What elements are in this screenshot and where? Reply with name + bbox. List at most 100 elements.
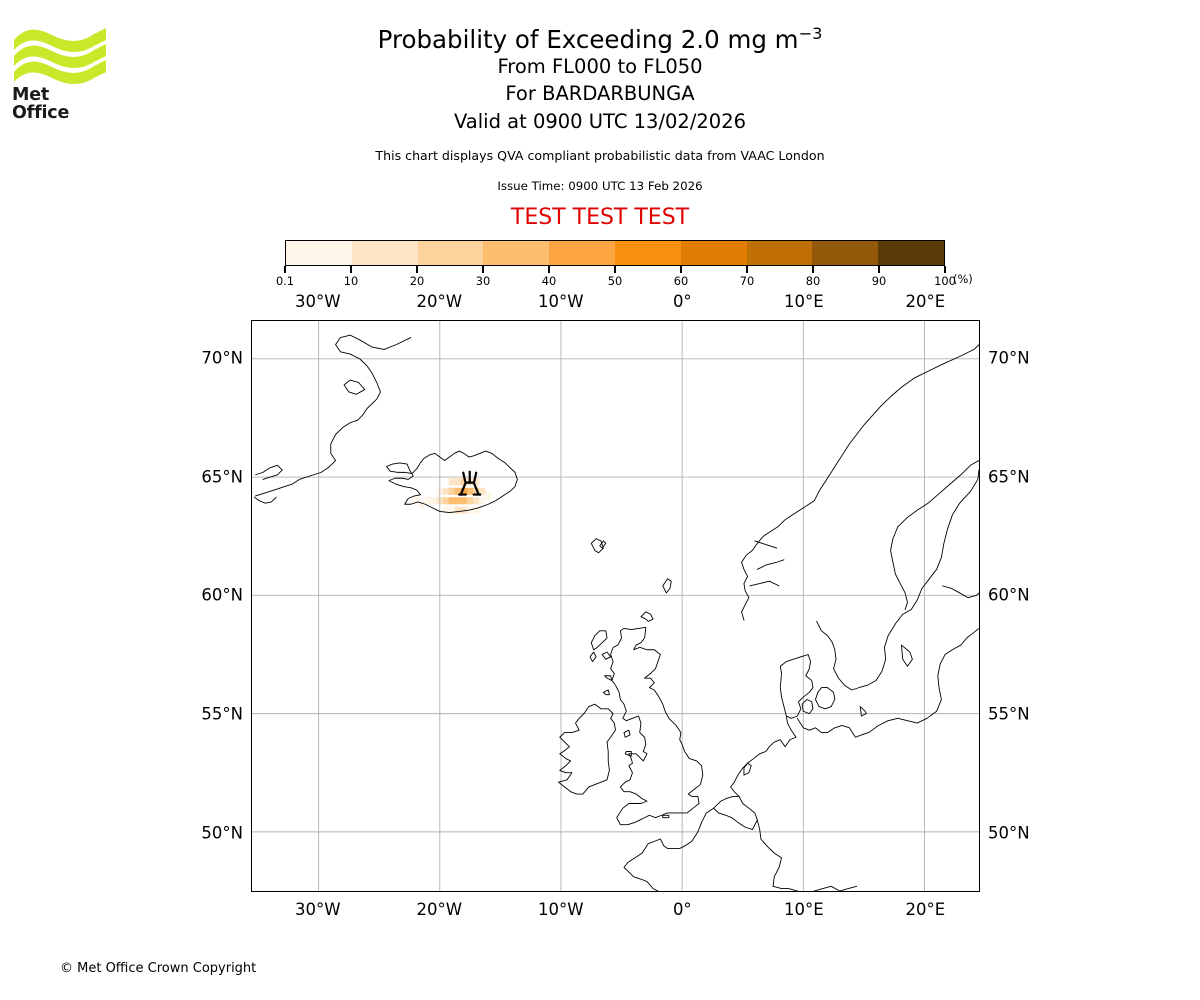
subtitle-flight-levels: From FL000 to FL050 (497, 54, 703, 78)
coastline-hebrides-2 (589, 651, 597, 663)
title-block: Probability of Exceeding 2.0 mg m−3 From… (0, 0, 1200, 229)
ash-cell-6 (460, 497, 468, 505)
colorbar-ticks (284, 266, 946, 274)
volcano-marker-icon (458, 470, 482, 496)
coastline-netherlands-in (730, 715, 797, 797)
ash-cell-14 (460, 487, 468, 495)
map-panel (251, 320, 980, 892)
coastline-ireland (558, 703, 616, 795)
colorbar-tick-7 (746, 266, 748, 273)
colorbar-tick-3 (482, 266, 484, 273)
coastline-greenland-east (255, 334, 412, 497)
colorbar-tick-1 (350, 266, 352, 273)
ash-cell-8 (473, 497, 480, 505)
coastlines (253, 334, 979, 891)
coastline-funen (801, 699, 814, 715)
lon-label-bot-4: 10°E (783, 900, 824, 919)
colorbar: 0.1 10 20 30 40 50 60 70 80 90 100 (%) (276, 240, 973, 290)
coastline-shetland (662, 578, 672, 594)
colorbar-tick-label-3: 30 (475, 274, 491, 288)
ash-probability-cells (412, 478, 492, 514)
subtitle-volcano: For BARDARBUNGA (505, 82, 695, 106)
lon-label-top-1: 20°W (416, 292, 463, 311)
coastline-greenland-notch (343, 379, 366, 395)
ash-cell-5 (454, 497, 462, 505)
ash-cell-22 (473, 478, 480, 486)
ash-cell-25 (454, 506, 462, 514)
coastline-norway-w (741, 344, 979, 621)
colorbar-segment-8 (812, 241, 879, 265)
page-title: Probability of Exceeding 2.0 mg m−3 (0, 0, 1200, 53)
colorbar-tick-label-5: 50 (607, 274, 623, 288)
coastline-mull (604, 675, 613, 681)
ash-cell-11 (442, 487, 450, 495)
coastline-zealand (815, 687, 836, 710)
ash-cell-23 (442, 506, 450, 514)
coastline-sweden-n (936, 469, 979, 570)
colorbar-tick-label-8: 80 (805, 274, 821, 288)
colorbar-segment-6 (680, 241, 747, 265)
ash-cell-4 (448, 497, 456, 505)
colorbar-segment-1 (351, 241, 418, 265)
colorbar-tick-9 (878, 266, 880, 273)
lon-label-top-2: 10°W (538, 292, 584, 311)
coastline-belgium-border (713, 807, 758, 830)
coastline-czech-alps (772, 885, 858, 891)
coastline-bornholm (859, 706, 867, 717)
colorbar-tick-2 (416, 266, 418, 273)
coastline-germany-baltic (796, 627, 979, 738)
lon-label-bot-0: 30°W (295, 900, 341, 919)
ash-cell-17 (479, 487, 486, 495)
test-banner: TEST TEST TEST (510, 205, 690, 231)
coastline-britain (610, 626, 704, 826)
colorbar-segment-9 (878, 241, 944, 265)
ash-cell-3 (442, 497, 450, 505)
ash-cell-9 (479, 497, 486, 505)
lat-label-left-4: 70°N (201, 348, 243, 368)
issue-time: Issue Time: 0900 UTC 13 Feb 2026 (497, 179, 703, 194)
met-office-wave-icon (14, 28, 106, 85)
graticule (252, 321, 979, 891)
lon-label-top-0: 30°W (295, 292, 341, 311)
lat-label-left-2: 60°N (201, 585, 243, 605)
ash-cell-1 (430, 497, 437, 505)
ash-cell-0 (424, 497, 431, 505)
coastline-islay (602, 689, 610, 696)
ash-cell-19 (454, 478, 462, 486)
qva-note: This chart displays QVA compliant probab… (375, 147, 825, 163)
coastline-skye (601, 651, 612, 660)
lat-label-left-1: 55°N (201, 704, 243, 724)
colorbar-tick-label-10: 100 (934, 274, 956, 288)
lat-label-right-3: 65°N (988, 467, 1030, 487)
coastline-france-w (623, 838, 661, 891)
lon-label-bot-1: 20°W (416, 900, 463, 919)
colorbar-tick-label-2: 20 (409, 274, 425, 288)
coastline-wight (662, 814, 670, 819)
met-office-logo-text: Met Office (12, 85, 70, 123)
lat-label-right-0: 50°N (988, 823, 1030, 843)
coastline-man (623, 729, 631, 738)
coastline-outer-hebrides (590, 630, 608, 651)
subtitle-valid-time: Valid at 0900 UTC 13/02/2026 (453, 110, 747, 134)
lon-label-top-5: 20°E (905, 292, 946, 311)
ash-cell-7 (466, 497, 474, 505)
colorbar-tick-5 (614, 266, 616, 273)
coastline-gotland (900, 644, 913, 667)
met-office-logo: Met Office (12, 24, 112, 122)
ash-cell-12 (448, 487, 456, 495)
colorbar-tick-label-9: 90 (871, 274, 887, 288)
coastline-bothnia-w (890, 526, 908, 611)
coastline-sweden-se (816, 568, 938, 691)
lon-label-bot-3: 0° (672, 900, 692, 919)
ash-cell-31 (485, 492, 492, 500)
colorbar-segment-3 (483, 241, 550, 265)
coastline-france-e (725, 795, 782, 887)
colorbar-tick-8 (812, 266, 814, 273)
ash-cell-30 (412, 494, 419, 502)
coastline-orkney (640, 611, 654, 622)
ash-cell-28 (473, 506, 480, 514)
ash-cell-20 (460, 478, 468, 486)
colorbar-tick-0 (284, 266, 286, 273)
coastline-bothnia-n (897, 460, 979, 528)
